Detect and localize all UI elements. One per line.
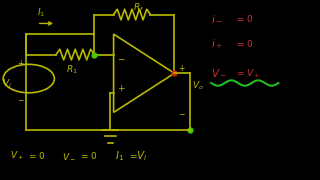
Text: $= 0$: $= 0$ [235,14,253,24]
Text: $I_1$: $I_1$ [37,6,45,19]
Text: $+$: $+$ [117,83,125,93]
Text: $V_o$: $V_o$ [192,79,204,92]
Text: $-$: $-$ [178,108,185,117]
Text: $V_-$: $V_-$ [211,68,227,78]
Text: $= 0$: $= 0$ [235,38,253,49]
Text: $i_-$: $i_-$ [211,14,223,24]
Text: $= V_+$: $= V_+$ [235,67,260,80]
Text: $-$: $-$ [17,94,24,103]
Text: $V_-$: $V_-$ [62,151,76,161]
Text: $I_1$: $I_1$ [115,149,124,163]
Text: $V_i$: $V_i$ [2,78,12,90]
Text: $V_i$: $V_i$ [136,149,147,163]
Text: $= 0$: $= 0$ [79,150,98,161]
Text: $+$: $+$ [17,58,24,68]
Text: $= 0$: $= 0$ [27,150,45,161]
Text: $-$: $-$ [117,54,125,63]
Text: $+$: $+$ [178,63,185,73]
Text: $i_+$: $i_+$ [211,37,223,51]
Text: $R_1$: $R_1$ [66,63,77,76]
Text: $V_+$: $V_+$ [10,150,24,162]
Text: $=$: $=$ [128,152,138,161]
Text: $R_f$: $R_f$ [133,1,144,14]
